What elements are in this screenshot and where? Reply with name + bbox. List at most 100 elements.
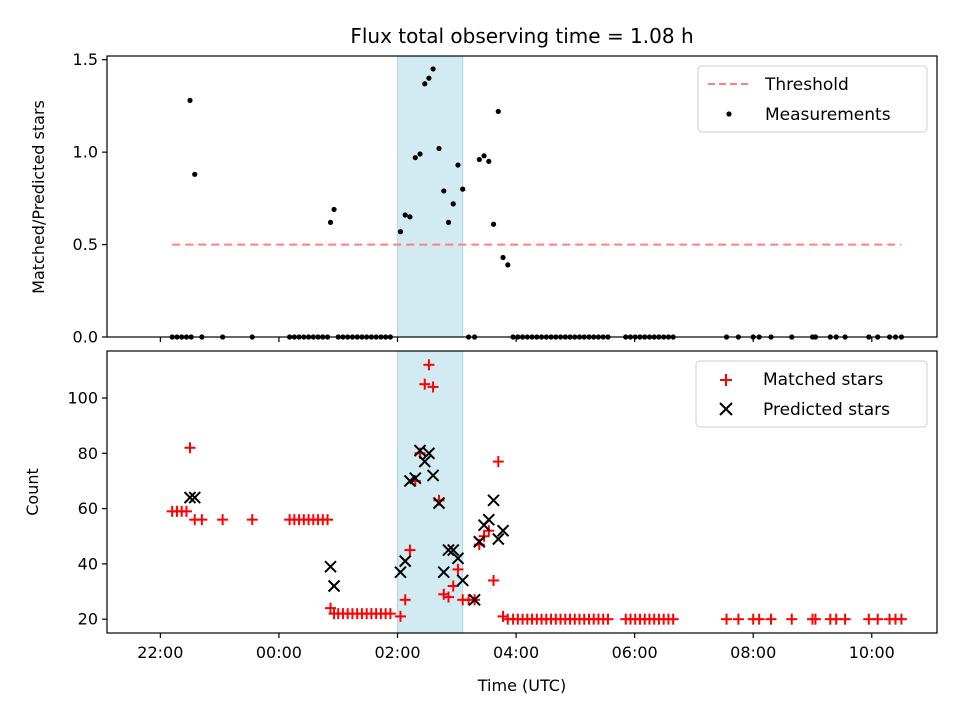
measurement-point: [505, 262, 511, 268]
matched-star-point: [427, 381, 439, 393]
top-y-tick-label: 1.0: [73, 143, 98, 162]
matched-star-point: [488, 574, 500, 586]
matched-star-point: [839, 613, 851, 625]
matched-star-point: [399, 594, 411, 606]
predicted-star-point: [426, 469, 440, 482]
predicted-star-point: [487, 494, 500, 507]
measurement-point: [445, 219, 452, 225]
matched-star-point: [732, 613, 744, 625]
measurement-point: [430, 66, 436, 72]
measurement-point: [490, 221, 497, 227]
x-tick-label: 08:00: [730, 643, 776, 662]
bottom-y-tick-label: 80: [78, 444, 98, 463]
top-highlight-span: [397, 55, 464, 338]
top-axes-frame: [106, 55, 938, 338]
measurement-point: [481, 153, 487, 159]
matched-star-point: [419, 378, 431, 390]
matched-star-point: [667, 613, 679, 625]
bottom-y-tick-label: 40: [78, 554, 98, 573]
legend-predicted-label: Predicted stars: [763, 400, 890, 420]
matched-star-point: [492, 456, 504, 468]
matched-star-point: [452, 563, 464, 575]
matched-star-point: [184, 442, 196, 454]
matched-star-point: [765, 613, 777, 625]
bottom-y-tick-label: 100: [67, 389, 98, 408]
measurement-point: [187, 97, 193, 103]
measurement-point: [327, 219, 334, 225]
measurement-point: [412, 155, 418, 161]
matched-star-point: [423, 359, 435, 371]
legend-measurements-label: Measurements: [765, 105, 891, 125]
matched-star-point: [196, 514, 208, 526]
measurement-point: [402, 212, 408, 218]
matched-star-point: [384, 608, 396, 620]
legend-matched-label: Matched stars: [763, 370, 883, 390]
matched-star-point: [895, 613, 907, 625]
predicted-star-point: [496, 524, 510, 537]
x-tick-label: 02:00: [374, 643, 420, 662]
measurement-point: [426, 75, 432, 81]
x-tick-label: 00:00: [256, 643, 302, 662]
top-y-tick-label: 0.5: [73, 235, 98, 254]
x-axis-label: Time (UTC): [477, 676, 566, 695]
legend-threshold-label: Threshold: [764, 75, 849, 95]
top-y-tick-label: 1.5: [73, 50, 98, 69]
x-tick-label: 04:00: [493, 643, 539, 662]
bottom-panel: 20 40 60 80 100 22:00 00:00 02:00 04:00 06:00 08:0…: [23, 350, 938, 695]
measurement-point: [192, 171, 198, 177]
predicted-star-point: [418, 455, 431, 468]
predicted-star-point: [327, 579, 341, 593]
predicted-star-point: [188, 491, 201, 504]
predicted-star-point: [456, 574, 469, 587]
measurement-point: [331, 206, 337, 213]
predicted-star-point: [473, 535, 486, 548]
measurement-point: [397, 229, 404, 235]
matched-star-point: [753, 613, 765, 625]
predicted-star-point: [413, 444, 427, 457]
measurement-point: [460, 186, 466, 192]
predicted-star-point: [399, 554, 412, 568]
predicted-star-point: [324, 560, 337, 573]
measurement-point: [450, 201, 456, 207]
predicted-star-point: [482, 513, 496, 526]
measurement-point: [495, 108, 501, 115]
matched-star-point: [602, 613, 614, 625]
bottom-axes-frame: [106, 350, 938, 634]
x-tick-label: 22:00: [137, 643, 183, 662]
predicted-star-point: [422, 447, 436, 460]
bottom-y-axis-label: Count: [23, 468, 42, 516]
matched-star-point: [322, 514, 334, 526]
measurement-point: [407, 214, 413, 220]
legend-measurements-swatch: [726, 111, 732, 117]
matched-star-point: [447, 580, 459, 592]
legend-predicted-swatch: [719, 402, 733, 416]
measurement-point: [436, 145, 442, 152]
matched-star-point: [394, 610, 406, 622]
bottom-legend: Matched stars Predicted stars: [695, 360, 928, 428]
top-y-axis-label: Matched/Predicted stars: [29, 100, 48, 294]
predicted-star-point: [451, 552, 465, 565]
predicted-star-point: [468, 593, 481, 607]
matched-star-point: [404, 544, 416, 556]
measurement-point: [500, 254, 506, 261]
measurement-point: [441, 188, 447, 194]
matched-star-point: [325, 602, 337, 614]
bottom-y-tick-label: 60: [78, 499, 98, 518]
matched-star-point: [442, 591, 454, 603]
top-panel: 0.0 0.5 1.0 1.5 Matched/Predicted stars Thr…: [29, 50, 938, 347]
x-tick-label: 10:00: [849, 643, 895, 662]
top-y-tick-label: 0.0: [73, 328, 98, 347]
chart-title: Flux total observing time = 1.08 h: [350, 24, 693, 48]
x-tick-label: 06:00: [612, 643, 658, 662]
predicted-star-point: [492, 532, 505, 546]
predicted-star-point: [409, 471, 422, 485]
predicted-star-point: [432, 496, 446, 510]
matched-star-point: [872, 613, 884, 625]
top-legend: Threshold Measurements: [697, 65, 928, 133]
predicted-star-point: [183, 491, 197, 504]
legend-matched-swatch: [720, 374, 732, 386]
predicted-star-point: [447, 543, 460, 557]
measurement-point: [486, 158, 492, 164]
matched-star-point: [217, 514, 229, 526]
